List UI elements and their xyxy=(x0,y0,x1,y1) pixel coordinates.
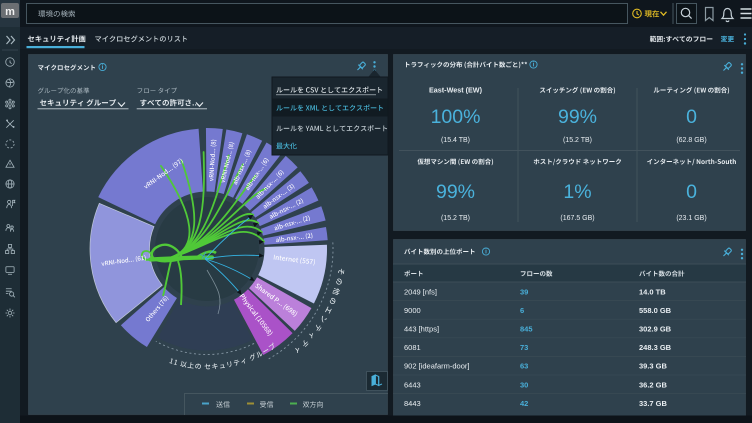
svg-text:(15.2 TB): (15.2 TB) xyxy=(441,215,470,222)
svg-text:m: m xyxy=(5,6,15,18)
svg-text:(23.1 GB): (23.1 GB) xyxy=(676,215,706,222)
svg-text:(15.2 TB): (15.2 TB) xyxy=(563,137,592,144)
svg-text:30: 30 xyxy=(520,380,528,389)
svg-text:558.0 GB: 558.0 GB xyxy=(639,306,672,315)
svg-text:0: 0 xyxy=(686,106,697,128)
svg-text:(62.8 GB): (62.8 GB) xyxy=(676,137,706,144)
svg-text:9000: 9000 xyxy=(404,306,421,315)
svg-text:39: 39 xyxy=(520,287,528,296)
svg-text:63: 63 xyxy=(520,362,528,371)
svg-text:902 [ideafarm-door]: 902 [ideafarm-door] xyxy=(404,362,469,371)
svg-text:(167.5 GB): (167.5 GB) xyxy=(560,215,594,222)
svg-text:1%: 1% xyxy=(563,181,591,203)
svg-text:6081: 6081 xyxy=(404,343,421,352)
svg-text:(15.4 TB): (15.4 TB) xyxy=(441,137,470,144)
svg-text:248.3 GB: 248.3 GB xyxy=(639,343,672,352)
svg-text:8443: 8443 xyxy=(404,399,421,408)
svg-text:14.0 TB: 14.0 TB xyxy=(639,287,666,296)
svg-text:443 [https]: 443 [https] xyxy=(404,325,439,334)
svg-text:99%: 99% xyxy=(558,106,597,128)
svg-text:36.2 GB: 36.2 GB xyxy=(639,380,668,389)
svg-text:845: 845 xyxy=(520,325,533,334)
svg-text:39.3 GB: 39.3 GB xyxy=(639,362,668,371)
svg-text:302.9 GB: 302.9 GB xyxy=(639,325,672,334)
svg-text:6: 6 xyxy=(520,306,524,315)
svg-text:6443: 6443 xyxy=(404,380,421,389)
svg-text:33.7 GB: 33.7 GB xyxy=(639,399,668,408)
svg-text:East-West (EW): East-West (EW) xyxy=(429,86,483,95)
svg-text:2049 [nfs]: 2049 [nfs] xyxy=(404,287,437,296)
svg-text:42: 42 xyxy=(520,399,528,408)
svg-text:99%: 99% xyxy=(436,181,475,203)
svg-text:0: 0 xyxy=(686,181,697,203)
svg-text:100%: 100% xyxy=(431,106,481,128)
svg-text:73: 73 xyxy=(520,343,528,352)
